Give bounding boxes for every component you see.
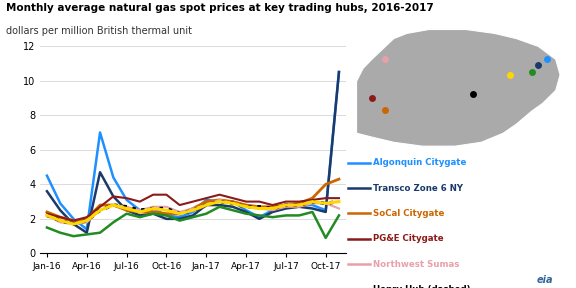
Polygon shape: [357, 30, 560, 146]
Text: Northwest Sumas: Northwest Sumas: [373, 259, 459, 269]
Text: Monthly average natural gas spot prices at key trading hubs, 2016-2017: Monthly average natural gas spot prices …: [6, 3, 434, 13]
Text: PG&E Citygate: PG&E Citygate: [373, 234, 444, 243]
Text: eia: eia: [536, 275, 553, 285]
Text: dollars per million British thermal unit: dollars per million British thermal unit: [6, 26, 192, 36]
Text: Henry Hub (dashed): Henry Hub (dashed): [373, 285, 470, 288]
Text: Transco Zone 6 NY: Transco Zone 6 NY: [373, 183, 463, 193]
Text: Algonquin Citygate: Algonquin Citygate: [373, 158, 466, 167]
Text: SoCal Citygate: SoCal Citygate: [373, 209, 444, 218]
